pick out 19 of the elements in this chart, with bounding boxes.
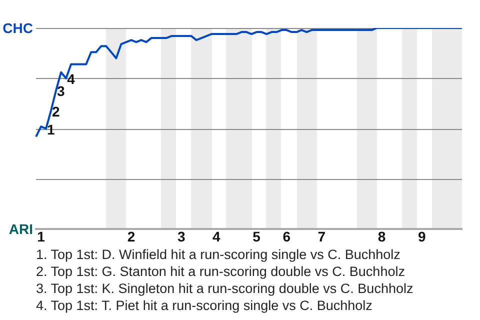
x-tick-label: 4 (212, 228, 221, 244)
annotation: 3 (57, 83, 66, 100)
text: 1. Top 1st: D. Winfield hit a run-scoring single vs C. Buchholz (36, 246, 402, 263)
text: 4. Top 1st: T. Piet hit a run-scoring single vs C. Buchholz (36, 297, 374, 314)
x-tick-label: 7 (318, 228, 326, 244)
x-tick-label: 8 (378, 228, 386, 244)
x-tick-label: 5 (252, 228, 261, 244)
x-tick-label: 9 (418, 228, 426, 244)
text: 3. Top 1st: K. Singleton hit a run-scoring double vs C. Buchholz (36, 280, 414, 297)
annotation: 4 (67, 71, 76, 88)
x-tick-label: 1 (37, 228, 46, 244)
annotation: 2 (52, 103, 60, 120)
annotation: 1 (47, 121, 56, 138)
text: CHC (2, 19, 33, 37)
x-tick-label: 2 (127, 228, 136, 244)
text: ARI (8, 220, 33, 238)
x-tick-label: 3 (177, 228, 186, 244)
x-tick-label: 6 (282, 228, 291, 244)
text: 2. Top 1st: G. Stanton hit a run-scoring double vs C. Buchholz (36, 263, 406, 280)
